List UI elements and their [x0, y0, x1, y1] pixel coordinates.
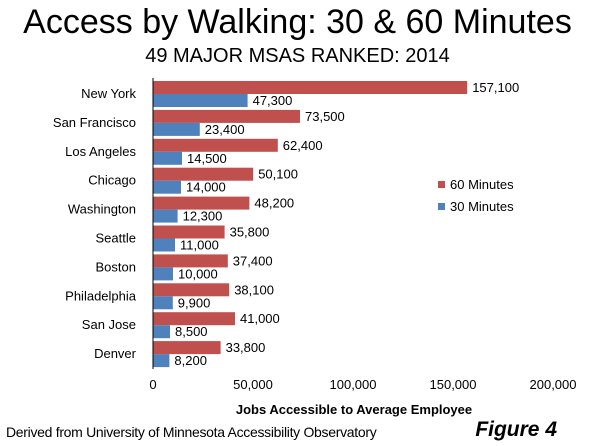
bar-60-minutes — [153, 254, 228, 268]
data-label: 12,300 — [183, 209, 223, 224]
category-label: Boston — [96, 259, 136, 274]
bar-60-minutes — [153, 138, 278, 152]
data-label: 48,200 — [254, 196, 294, 211]
bar-30-minutes — [153, 122, 200, 136]
category-label: San Jose — [82, 317, 136, 332]
legend-swatch — [438, 181, 445, 188]
category-label: Washington — [68, 202, 136, 217]
data-label: 23,400 — [205, 122, 245, 137]
bar-30-minutes — [153, 94, 248, 107]
legend-entry: 60 Minutes — [450, 177, 514, 192]
chart-subtitle: 49 MAJOR MSAS RANKED: 2014 — [145, 45, 450, 67]
bar-30-minutes — [153, 325, 170, 339]
bar-60-minutes — [153, 283, 230, 297]
legend-swatch — [438, 203, 445, 210]
bar-30-minutes — [153, 354, 170, 368]
data-label: 73,500 — [305, 109, 345, 124]
data-label: 11,000 — [180, 238, 219, 253]
bar-60-minutes — [153, 109, 300, 123]
category-label: San Francisco — [53, 115, 136, 130]
legend-entry: 30 Minutes — [450, 199, 514, 214]
data-label: 8,200 — [174, 353, 207, 368]
legend: 60 Minutes 30 Minutes — [438, 177, 514, 214]
category-label: Denver — [94, 346, 137, 361]
bar-60-minutes — [153, 81, 468, 94]
data-label: 33,800 — [226, 340, 266, 355]
data-label: 14,000 — [186, 180, 226, 195]
bar-60-minutes — [153, 167, 254, 181]
chart-title: Access by Walking: 30 & 60 Minutes — [23, 3, 572, 41]
value-labels-group: 157,100 47,300 73,500 23,400 62,400 14,500 50,… — [174, 80, 519, 368]
category-label: Philadelphia — [65, 288, 137, 303]
data-label: 157,100 — [472, 80, 519, 95]
bar-30-minutes — [153, 209, 178, 223]
bar-60-minutes — [153, 341, 221, 355]
x-axis-ticks: 0 50,000 100,000 150,000 200,000 — [149, 377, 576, 392]
data-label: 62,400 — [283, 138, 323, 153]
x-tick-label: 0 — [149, 377, 156, 392]
category-label: New York — [81, 86, 136, 101]
data-label: 35,800 — [230, 225, 270, 240]
data-label: 38,100 — [234, 282, 274, 297]
data-label: 41,000 — [240, 311, 280, 326]
data-label: 47,300 — [253, 93, 293, 108]
data-label: 8,500 — [175, 324, 208, 339]
data-label: 14,500 — [187, 151, 227, 166]
x-tick-label: 150,000 — [430, 377, 477, 392]
bar-30-minutes — [153, 180, 181, 194]
x-tick-label: 200,000 — [530, 377, 577, 392]
x-tick-label: 100,000 — [330, 377, 377, 392]
bar-30-minutes — [153, 238, 175, 252]
bar-60-minutes — [153, 312, 235, 326]
category-label: Seattle — [96, 231, 136, 246]
x-tick-label: 50,000 — [233, 377, 273, 392]
x-axis-label: Jobs Accessible to Average Employee — [236, 402, 472, 417]
bars-group — [153, 81, 468, 368]
data-label: 10,000 — [178, 266, 218, 281]
bar-60-minutes — [153, 196, 250, 210]
category-label: Los Angeles — [65, 144, 136, 159]
category-labels-group: New York San Francisco Los Angeles Chicago W… — [53, 86, 137, 361]
bar-60-minutes — [153, 225, 225, 239]
source-note: Derived from University of Minnesota Acc… — [6, 424, 377, 440]
figure-label: Figure 4 — [475, 418, 557, 441]
data-label: 50,100 — [258, 167, 298, 182]
bar-30-minutes — [153, 267, 173, 281]
bar-30-minutes — [153, 296, 173, 310]
category-label: Chicago — [88, 173, 136, 188]
bar-30-minutes — [153, 151, 182, 165]
data-label: 37,400 — [233, 253, 273, 268]
data-label: 9,900 — [178, 295, 211, 310]
